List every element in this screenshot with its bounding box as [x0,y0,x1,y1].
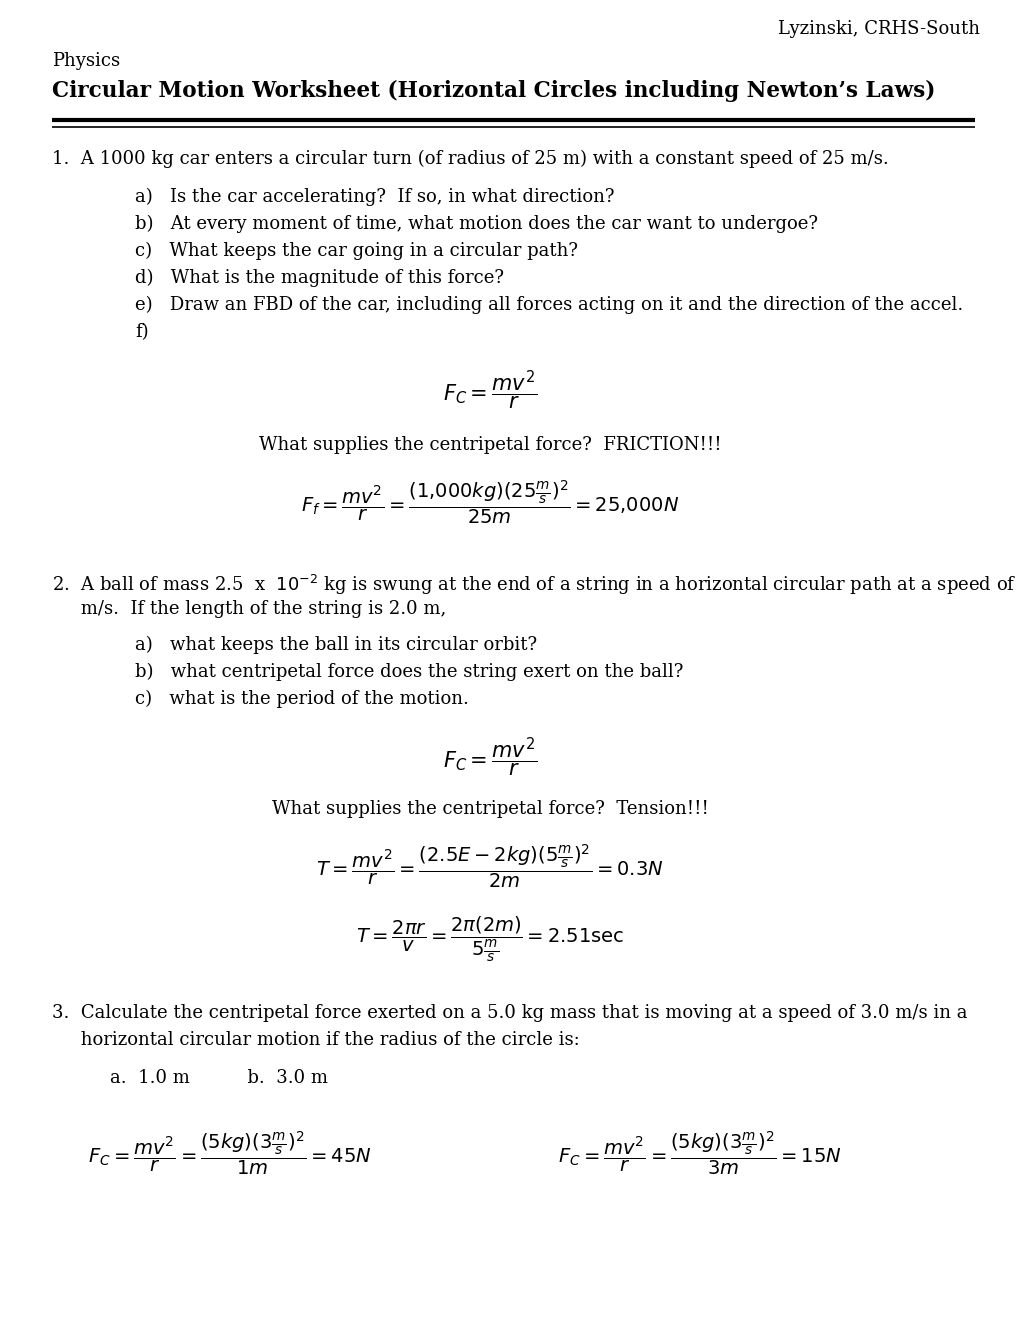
Text: $F_f = \dfrac{mv^2}{r} = \dfrac{(1{,}000kg)(25\frac{m}{s})^2}{25m} = 25{,}000N$: $F_f = \dfrac{mv^2}{r} = \dfrac{(1{,}000… [301,478,679,525]
Text: m/s.  If the length of the string is 2.0 m,: m/s. If the length of the string is 2.0 … [52,601,446,618]
Text: a)   Is the car accelerating?  If so, in what direction?: a) Is the car accelerating? If so, in wh… [135,187,613,206]
Text: $F_C = \dfrac{mv^2}{r} = \dfrac{(5kg)(3\frac{m}{s})^2}{3m} = 15N$: $F_C = \dfrac{mv^2}{r} = \dfrac{(5kg)(3\… [557,1129,841,1176]
Text: $T = \dfrac{mv^2}{r} = \dfrac{(2.5E-2kg)(5\frac{m}{s})^2}{2m} = 0.3N$: $T = \dfrac{mv^2}{r} = \dfrac{(2.5E-2kg)… [316,842,663,890]
Text: e)   Draw an FBD of the car, including all forces acting on it and the direction: e) Draw an FBD of the car, including all… [135,296,962,314]
Text: Circular Motion Worksheet (Horizontal Circles including Newton’s Laws): Circular Motion Worksheet (Horizontal Ci… [52,81,934,102]
Text: What supplies the centripetal force?  Tension!!!: What supplies the centripetal force? Ten… [271,800,708,818]
Text: $F_C = \dfrac{mv^2}{r} = \dfrac{(5kg)(3\frac{m}{s})^2}{1m} = 45N$: $F_C = \dfrac{mv^2}{r} = \dfrac{(5kg)(3\… [88,1129,372,1176]
Text: a.  1.0 m          b.  3.0 m: a. 1.0 m b. 3.0 m [110,1069,328,1086]
Text: f): f) [135,323,149,341]
Text: a)   what keeps the ball in its circular orbit?: a) what keeps the ball in its circular o… [135,636,537,655]
Text: $T = \dfrac{2\pi r}{v} = \dfrac{2\pi(2m)}{5\frac{m}{s}} = 2.51\mathrm{sec}$: $T = \dfrac{2\pi r}{v} = \dfrac{2\pi(2m)… [356,913,624,964]
Text: b)   what centripetal force does the string exert on the ball?: b) what centripetal force does the strin… [135,663,683,681]
Text: c)   What keeps the car going in a circular path?: c) What keeps the car going in a circula… [135,242,578,260]
Text: Lyzinski, CRHS-South: Lyzinski, CRHS-South [777,20,979,38]
Text: c)   what is the period of the motion.: c) what is the period of the motion. [135,690,469,709]
Text: 3.  Calculate the centripetal force exerted on a 5.0 kg mass that is moving at a: 3. Calculate the centripetal force exert… [52,1005,967,1022]
Text: 1.  A 1000 kg car enters a circular turn (of radius of 25 m) with a constant spe: 1. A 1000 kg car enters a circular turn … [52,150,888,168]
Text: d)   What is the magnitude of this force?: d) What is the magnitude of this force? [135,269,503,288]
Text: 2.  A ball of mass 2.5  x  $10^{-2}$ kg is swung at the end of a string in a hor: 2. A ball of mass 2.5 x $10^{-2}$ kg is … [52,573,1019,597]
Text: $F_C = \dfrac{mv^2}{r}$: $F_C = \dfrac{mv^2}{r}$ [442,368,536,412]
Text: horizontal circular motion if the radius of the circle is:: horizontal circular motion if the radius… [52,1031,579,1049]
Text: Physics: Physics [52,51,120,70]
Text: What supplies the centripetal force?  FRICTION!!!: What supplies the centripetal force? FRI… [259,436,720,454]
Text: b)   At every moment of time, what motion does the car want to undergoe?: b) At every moment of time, what motion … [135,215,817,234]
Text: $F_C = \dfrac{mv^2}{r}$: $F_C = \dfrac{mv^2}{r}$ [442,735,536,779]
